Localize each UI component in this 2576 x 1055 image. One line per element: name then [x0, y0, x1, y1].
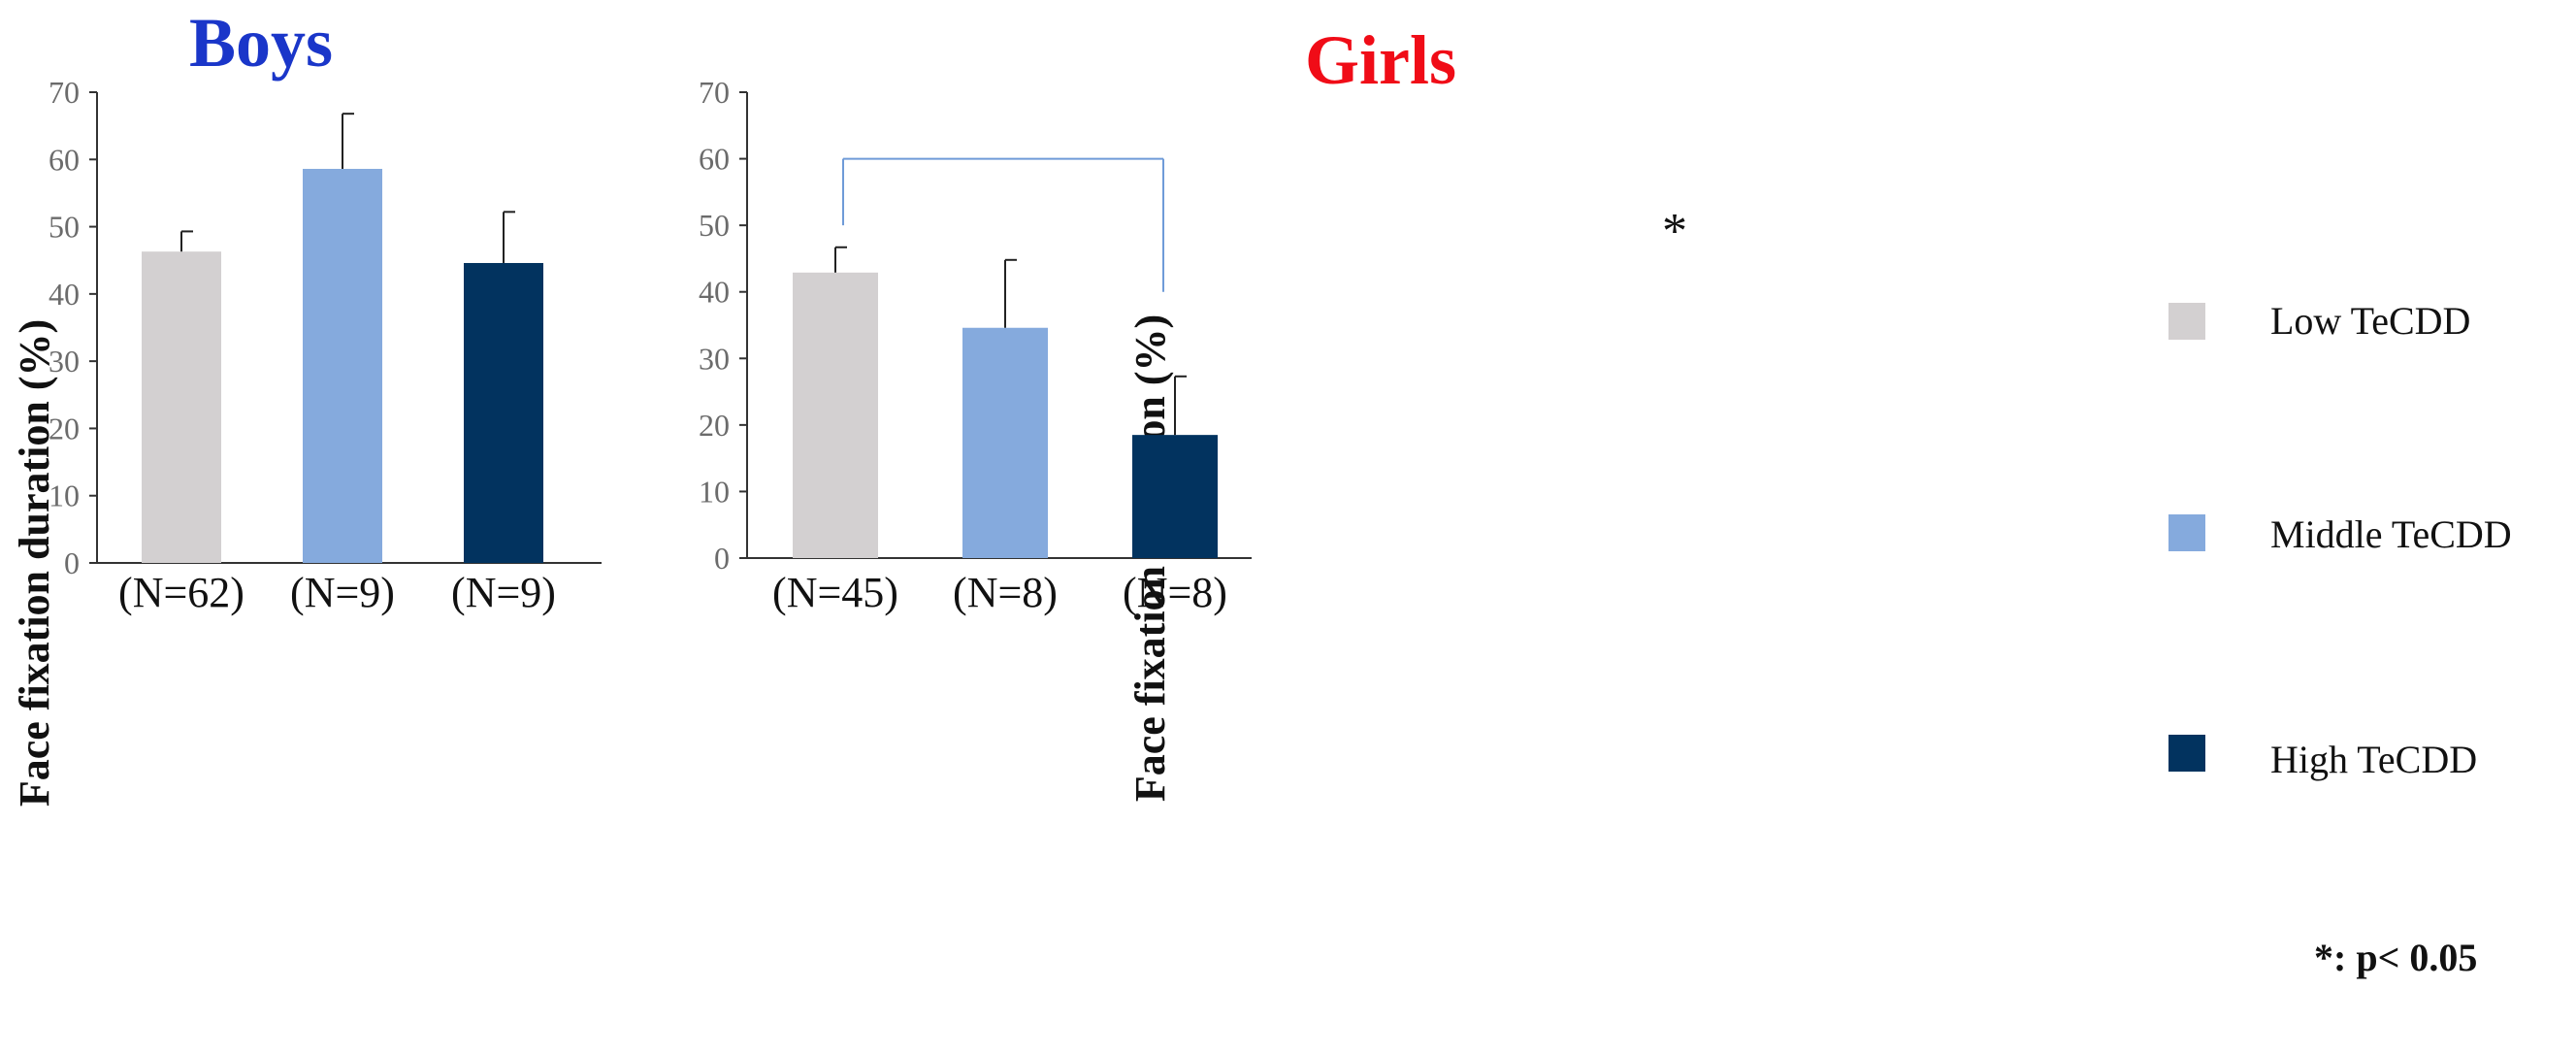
- girls-category-label: (N=45): [772, 569, 898, 616]
- legend-swatch-high: [2168, 735, 2205, 772]
- girls-bar-middle: [962, 327, 1048, 558]
- boys-category-label: (N=9): [290, 569, 395, 616]
- girls-bar-chart: 0 10 20 30 40 50 60 70 (N=45) (N=8) (N=8): [699, 75, 1252, 616]
- boys-y-tick-label: 60: [49, 142, 80, 177]
- significance-note: *: p< 0.05: [2314, 936, 2477, 979]
- boys-y-axis-label: Face fixation duration (%): [11, 319, 58, 807]
- girls-bar-high: [1132, 435, 1218, 558]
- boys-y-tick-label: 0: [64, 545, 80, 580]
- boys-chart-title: Boys: [189, 4, 333, 82]
- girls-y-tick-label: 60: [699, 142, 730, 177]
- significance-star: *: [1662, 204, 1687, 259]
- girls-category-label: (N=8): [953, 569, 1058, 616]
- girls-bar-low: [793, 272, 878, 558]
- girls-chart-title: Girls: [1305, 21, 1456, 99]
- boys-y-tick-label: 30: [49, 344, 80, 379]
- legend-label-middle: Middle TeCDD: [2270, 512, 2512, 556]
- girls-y-tick-label: 0: [714, 541, 730, 576]
- girls-y-tick-label: 50: [699, 208, 730, 243]
- girls-y-tick-label: 20: [699, 408, 730, 443]
- significance-bracket: [842, 157, 1164, 292]
- legend-swatch-low: [2168, 303, 2205, 340]
- boys-bar-high: [464, 262, 543, 563]
- boys-y-tick-label: 50: [49, 210, 80, 245]
- boys-y-tick-label: 70: [49, 75, 80, 110]
- boys-category-label: (N=62): [118, 569, 245, 616]
- legend-label-high: High TeCDD: [2270, 738, 2477, 781]
- boys-bar-low: [142, 251, 221, 563]
- boys-category-label: (N=9): [451, 569, 556, 616]
- legend: Low TeCDD Middle TeCDD High TeCDD: [2168, 299, 2512, 781]
- boys-bar-chart: 0 10 20 30 40 50 60 70 (N=62) (N=9) (N=9): [49, 75, 602, 616]
- girls-y-tick-label: 40: [699, 275, 730, 310]
- boys-bar-middle: [303, 168, 382, 563]
- boys-y-tick-label: 20: [49, 411, 80, 445]
- girls-y-tick-label: 10: [699, 474, 730, 509]
- legend-label-low: Low TeCDD: [2270, 299, 2470, 343]
- girls-category-label: (N=8): [1123, 569, 1227, 616]
- boys-y-tick-label: 10: [49, 478, 80, 513]
- legend-swatch-middle: [2168, 514, 2205, 551]
- girls-y-tick-label: 30: [699, 341, 730, 376]
- girls-y-tick-label: 70: [699, 75, 730, 110]
- boys-y-tick-label: 40: [49, 277, 80, 312]
